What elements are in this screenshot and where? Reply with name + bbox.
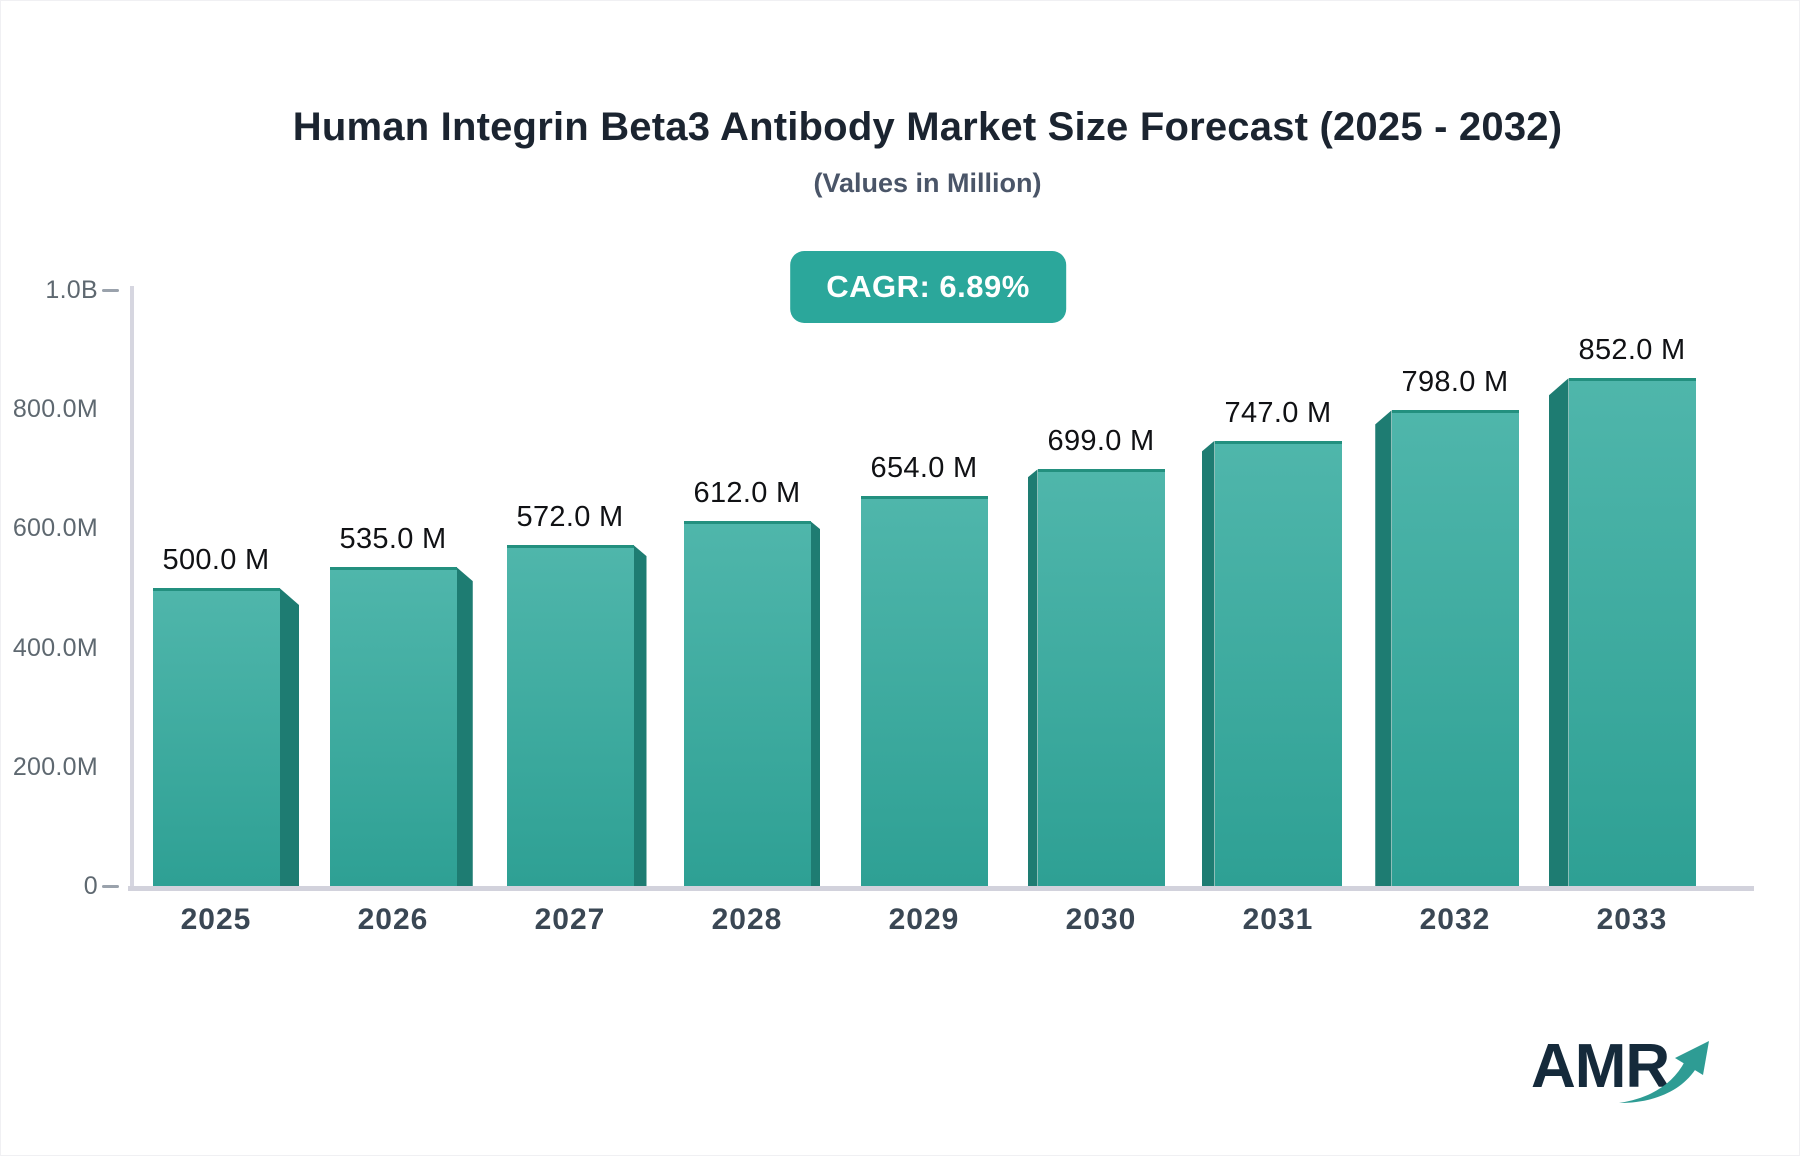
bar-value-label: 535.0 M <box>339 523 447 556</box>
x-axis-label-2029: 2029 <box>888 903 960 936</box>
bar-2025 <box>152 588 280 886</box>
bar-2029 <box>860 496 988 886</box>
x-axis-label-2028: 2028 <box>711 903 783 936</box>
chart-title: Human Integrin Beta3 Antibody Market Siz… <box>292 105 1563 149</box>
amr-logo: AMR <box>1531 1031 1731 1121</box>
x-axis-label-2030: 2030 <box>1065 903 1137 936</box>
y-axis-line <box>130 286 134 891</box>
bar-2031 <box>1214 440 1342 886</box>
x-axis-label-2033: 2033 <box>1596 903 1668 936</box>
bar-side-face <box>1027 469 1038 886</box>
bar-value-label: 852.0 M <box>1578 334 1686 367</box>
bar-side-face <box>1201 440 1215 886</box>
x-axis-label-2027: 2027 <box>534 903 606 936</box>
y-tick-label: 200.0M <box>12 752 98 781</box>
bar-2033 <box>1568 378 1696 886</box>
y-tick-mark <box>102 289 119 292</box>
bar-value-label: 572.0 M <box>516 501 624 534</box>
bar-side-face <box>1375 410 1392 886</box>
bar-value-label: 747.0 M <box>1224 396 1332 429</box>
y-tick-label: 400.0M <box>12 633 98 662</box>
y-tick-label: 800.0M <box>12 395 98 424</box>
bar-2028 <box>683 521 811 886</box>
bar-side-face <box>810 521 821 886</box>
cagr-badge: CAGR: 6.89% <box>790 251 1066 323</box>
x-axis-label-2026: 2026 <box>357 903 429 936</box>
bar-2030 <box>1037 469 1165 886</box>
bar-side-face <box>1549 378 1569 886</box>
bar-value-label: 699.0 M <box>1047 425 1155 458</box>
y-tick-label: 1.0B <box>45 276 98 304</box>
bar-value-label: 612.0 M <box>693 477 801 510</box>
x-axis-label-2025: 2025 <box>180 903 252 936</box>
y-tick-mark <box>102 885 119 888</box>
bar-side-face <box>456 567 473 886</box>
y-tick-label: 0 <box>83 872 98 900</box>
bar-value-label: 798.0 M <box>1401 366 1509 399</box>
bar-side-face <box>633 545 647 886</box>
x-axis-line <box>128 886 1754 891</box>
bar-value-label: 500.0 M <box>162 544 270 576</box>
chart-subtitle: (Values in Million) <box>813 168 1042 198</box>
bar-side-face <box>279 588 299 886</box>
chart-header: Human Integrin Beta3 Antibody Market Siz… <box>56 105 1799 199</box>
x-axis-label-2032: 2032 <box>1419 903 1491 936</box>
bar-2026 <box>329 567 457 886</box>
bar-2032 <box>1391 410 1519 886</box>
amr-logo-text: AMR <box>1531 1032 1670 1101</box>
bar-2027 <box>506 545 634 886</box>
bar-value-label: 654.0 M <box>870 452 978 485</box>
growth-arrow-icon <box>1619 1041 1709 1103</box>
y-tick-label: 600.0M <box>12 514 98 543</box>
x-axis-label-2031: 2031 <box>1242 903 1314 936</box>
